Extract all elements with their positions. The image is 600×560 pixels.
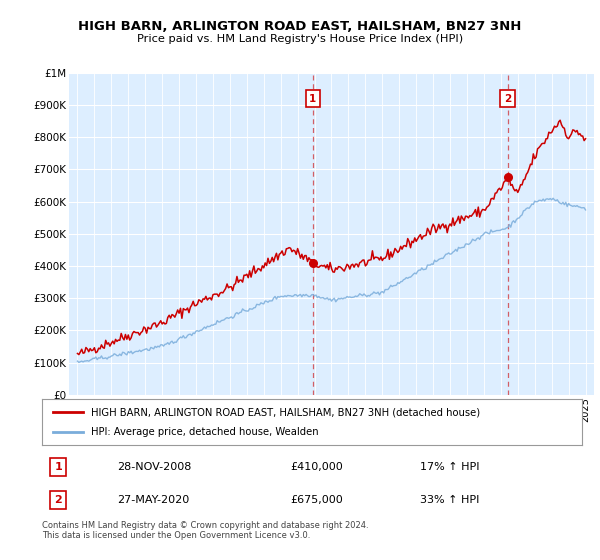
Text: 33% ↑ HPI: 33% ↑ HPI: [420, 495, 479, 505]
Text: 17% ↑ HPI: 17% ↑ HPI: [420, 463, 479, 472]
Text: 27-MAY-2020: 27-MAY-2020: [118, 495, 190, 505]
Text: HIGH BARN, ARLINGTON ROAD EAST, HAILSHAM, BN27 3NH: HIGH BARN, ARLINGTON ROAD EAST, HAILSHAM…: [79, 20, 521, 32]
Text: HIGH BARN, ARLINGTON ROAD EAST, HAILSHAM, BN27 3NH (detached house): HIGH BARN, ARLINGTON ROAD EAST, HAILSHAM…: [91, 407, 480, 417]
Text: £675,000: £675,000: [290, 495, 343, 505]
Text: 2: 2: [504, 94, 511, 104]
Text: Price paid vs. HM Land Registry's House Price Index (HPI): Price paid vs. HM Land Registry's House …: [137, 34, 463, 44]
Text: £410,000: £410,000: [290, 463, 343, 472]
Text: Contains HM Land Registry data © Crown copyright and database right 2024.
This d: Contains HM Land Registry data © Crown c…: [42, 521, 368, 540]
Text: HPI: Average price, detached house, Wealden: HPI: Average price, detached house, Weal…: [91, 427, 318, 437]
Text: 2: 2: [55, 495, 62, 505]
Text: 1: 1: [309, 94, 316, 104]
Text: 28-NOV-2008: 28-NOV-2008: [118, 463, 192, 472]
Text: 1: 1: [55, 463, 62, 472]
